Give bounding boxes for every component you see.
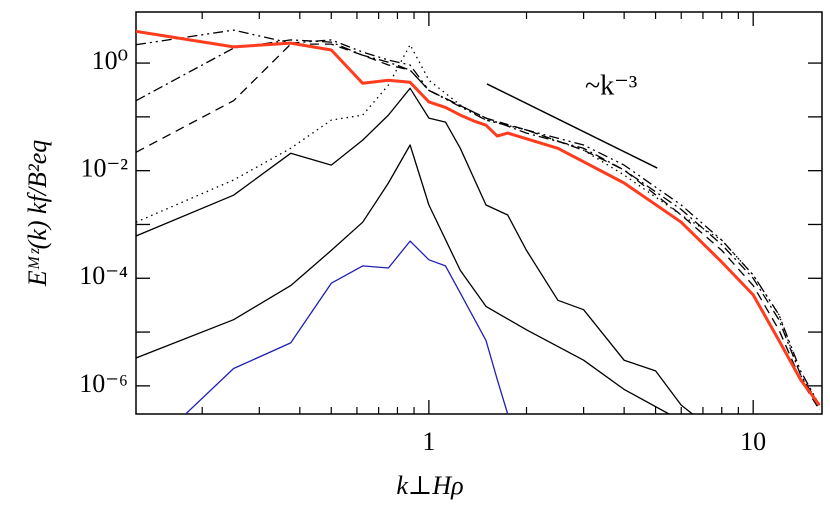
series-line	[136, 43, 820, 411]
series-line	[136, 29, 821, 406]
annotation: ~k⁻³	[585, 70, 637, 101]
series-line	[136, 39, 820, 406]
plot-frame	[135, 11, 823, 415]
y-tick-label: 10⁰	[92, 46, 128, 75]
reference-line	[486, 83, 658, 169]
lines	[136, 29, 821, 414]
series-line	[136, 44, 820, 411]
x-tick-label: 1	[422, 427, 435, 456]
y-tick-label: 10⁻²	[80, 154, 128, 183]
x-axis-label: k⊥Hρ	[396, 471, 463, 500]
y-tick-label: 10⁻⁶	[79, 369, 128, 398]
y-axis-label: Eᴹᶻ(k) kf/B²eq	[23, 140, 52, 287]
series-line	[136, 144, 670, 414]
y-tick-label: 10⁻⁴	[79, 261, 128, 290]
x-tick-label: 10	[740, 427, 766, 456]
series-line	[136, 29, 820, 406]
series-line	[184, 240, 509, 414]
series-line	[136, 87, 693, 414]
